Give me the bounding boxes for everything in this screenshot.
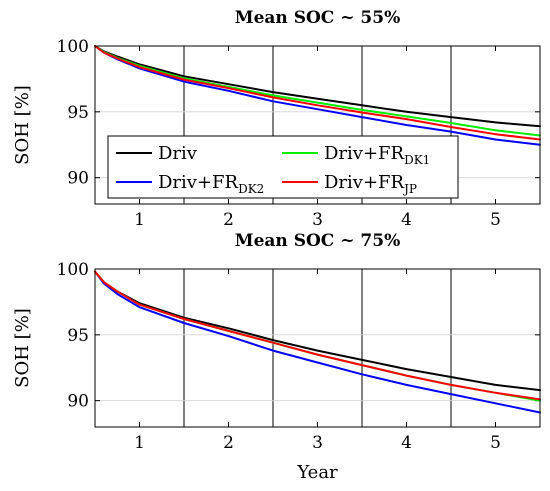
series-line-driv-fr-dk1 [94,45,541,137]
x-tick-label: 3 [312,433,323,453]
x-tick-label: 2 [223,210,234,230]
x-tick-label: 3 [312,210,323,230]
x-tick-label: 5 [490,433,501,453]
x-tick-label: 4 [401,210,412,230]
y-tick-label: 100 [57,260,89,280]
chart-panel-soc55: Mean SOC ~ 55% 90 95 100 1 2 3 4 5 SOH [%] Driv Dri… [12,8,541,230]
x-tick-label: 1 [134,210,145,230]
y-axis-label: SOH [%] [12,308,33,388]
x-tick-label: 1 [134,433,145,453]
x-tick-label: 4 [401,433,412,453]
legend-label-main: Driv+FR [324,143,405,164]
legend-label-main: Driv+FR [158,172,239,193]
series-line-driv-fr-jp [94,270,541,401]
legend-label-main: Driv+FR [324,172,405,193]
legend-label-main: Driv [158,143,198,164]
chart-title: Mean SOC ~ 55% [235,8,400,28]
x-tick-label: 2 [223,433,234,453]
y-axis-label: SOH [%] [12,85,33,165]
legend-label-subscript: DK2 [238,182,264,196]
legend-box [107,135,459,199]
y-tick-label: 95 [67,103,89,123]
series-line-driv-fr-jp [94,45,541,141]
x-axis-label: Year [296,462,338,483]
y-tick-label: 100 [57,37,89,57]
plot-frame [94,268,541,428]
series-line-driv-fr-dk2 [94,270,541,414]
legend-label-subscript: DK1 [404,153,430,167]
x-tick-label: 5 [490,210,501,230]
series-line-driv [94,270,541,392]
legend-label: Driv [158,143,198,164]
y-tick-label: 90 [67,392,89,412]
y-tick-label: 90 [67,169,89,189]
legend-label: Driv+FRJP [324,172,417,196]
series-line-driv [94,45,541,128]
legend-label-subscript: JP [402,182,417,196]
chart-title: Mean SOC ~ 75% [235,231,400,251]
y-tick-label: 95 [67,326,89,346]
legend-label: Driv+FRDK1 [324,143,430,167]
chart-panel-soc75: Mean SOC ~ 75% 90 95 100 1 2 3 4 5 SOH [%] Year [12,231,541,483]
legend-label: Driv+FRDK2 [158,172,264,196]
plot-frame [94,45,541,205]
